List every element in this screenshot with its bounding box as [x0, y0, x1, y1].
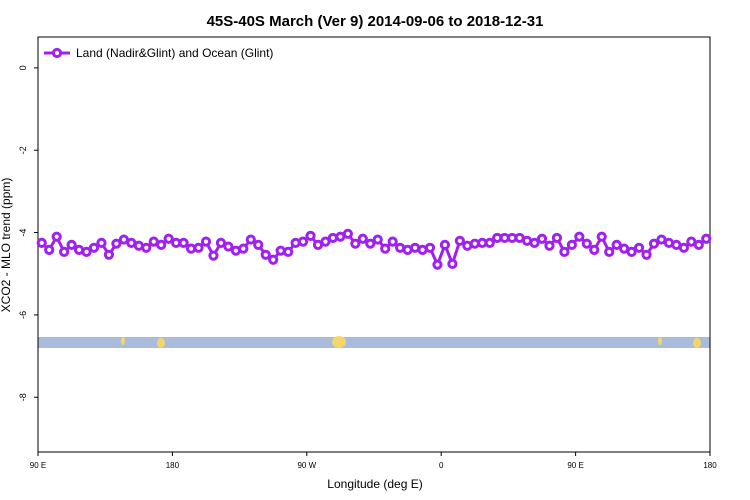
series-marker [305, 230, 316, 241]
series-marker [484, 237, 495, 248]
series-marker [424, 242, 436, 253]
series-marker [439, 239, 451, 251]
series-marker [633, 242, 645, 253]
series-marker [596, 231, 607, 242]
series-marker [193, 242, 204, 253]
series-marker [215, 237, 227, 248]
x-tick-label: 180 [166, 461, 180, 470]
series-marker [88, 242, 100, 253]
series-marker [566, 239, 577, 251]
y-tick-label: -6 [18, 311, 28, 319]
series-marker [529, 237, 540, 248]
series-marker [200, 236, 212, 247]
series-marker [678, 242, 689, 253]
series-marker [551, 232, 563, 244]
x-tick-label: 0 [439, 461, 444, 470]
series-marker [387, 236, 398, 247]
series-marker [141, 242, 152, 253]
series-marker [297, 236, 309, 247]
series-marker [238, 243, 249, 254]
series-marker [589, 244, 600, 255]
series-marker [432, 259, 443, 270]
y-tick-label: -2 [18, 146, 28, 154]
series-marker [372, 234, 383, 245]
legend-marker [51, 47, 63, 59]
series-marker [357, 233, 368, 244]
series-marker [365, 238, 376, 249]
x-axis-label: Longitude (deg E) [327, 477, 422, 491]
series-marker [342, 228, 353, 239]
x-tick-label: 90 E [567, 461, 583, 470]
x-tick-label: 90 W [297, 461, 316, 470]
chart-title: 45S-40S March (Ver 9) 2014-09-06 to 2018… [207, 13, 544, 30]
series-marker [283, 246, 294, 258]
series-marker [208, 250, 219, 261]
series-marker [59, 246, 70, 258]
x-tick-label: 90 E [30, 461, 46, 470]
series-marker [268, 254, 279, 265]
series-marker [223, 241, 234, 252]
land-mask-strip [38, 336, 710, 348]
series-marker [447, 258, 458, 269]
legend-label: Land (Nadir&Glint) and Ocean (Glint) [76, 46, 273, 60]
series-marker [544, 240, 555, 251]
y-tick-label: -4 [18, 229, 28, 237]
series-marker [66, 239, 77, 251]
series-marker [96, 237, 107, 248]
series-marker [350, 238, 361, 249]
series-marker [454, 235, 465, 246]
series-marker [156, 239, 167, 251]
series-marker [693, 239, 704, 251]
series-marker [51, 231, 62, 242]
series-marker [641, 249, 652, 260]
series-marker [103, 249, 115, 260]
series-marker [36, 237, 47, 248]
series-marker [611, 239, 622, 251]
series-marker [604, 246, 615, 258]
series-marker [178, 237, 189, 248]
series-marker [380, 243, 391, 254]
series-marker [581, 238, 592, 249]
y-axis-label: XCO2 - MLO trend (ppm) [0, 178, 13, 313]
series-marker [574, 231, 585, 242]
y-tick-label: -8 [18, 393, 28, 401]
series-marker [536, 233, 548, 244]
series-marker [701, 233, 712, 244]
series-marker [44, 244, 55, 255]
series-marker [245, 234, 256, 245]
series-marker [111, 238, 122, 249]
series-marker [81, 246, 92, 258]
series-marker [559, 246, 570, 258]
series-marker [163, 233, 174, 244]
y-tick-label: 0 [18, 65, 28, 70]
x-tick-label: 180 [703, 461, 717, 470]
series-marker [626, 246, 637, 258]
series-marker [260, 249, 271, 260]
series-marker [320, 236, 331, 247]
series-marker [648, 238, 660, 249]
series-marker [253, 239, 264, 251]
